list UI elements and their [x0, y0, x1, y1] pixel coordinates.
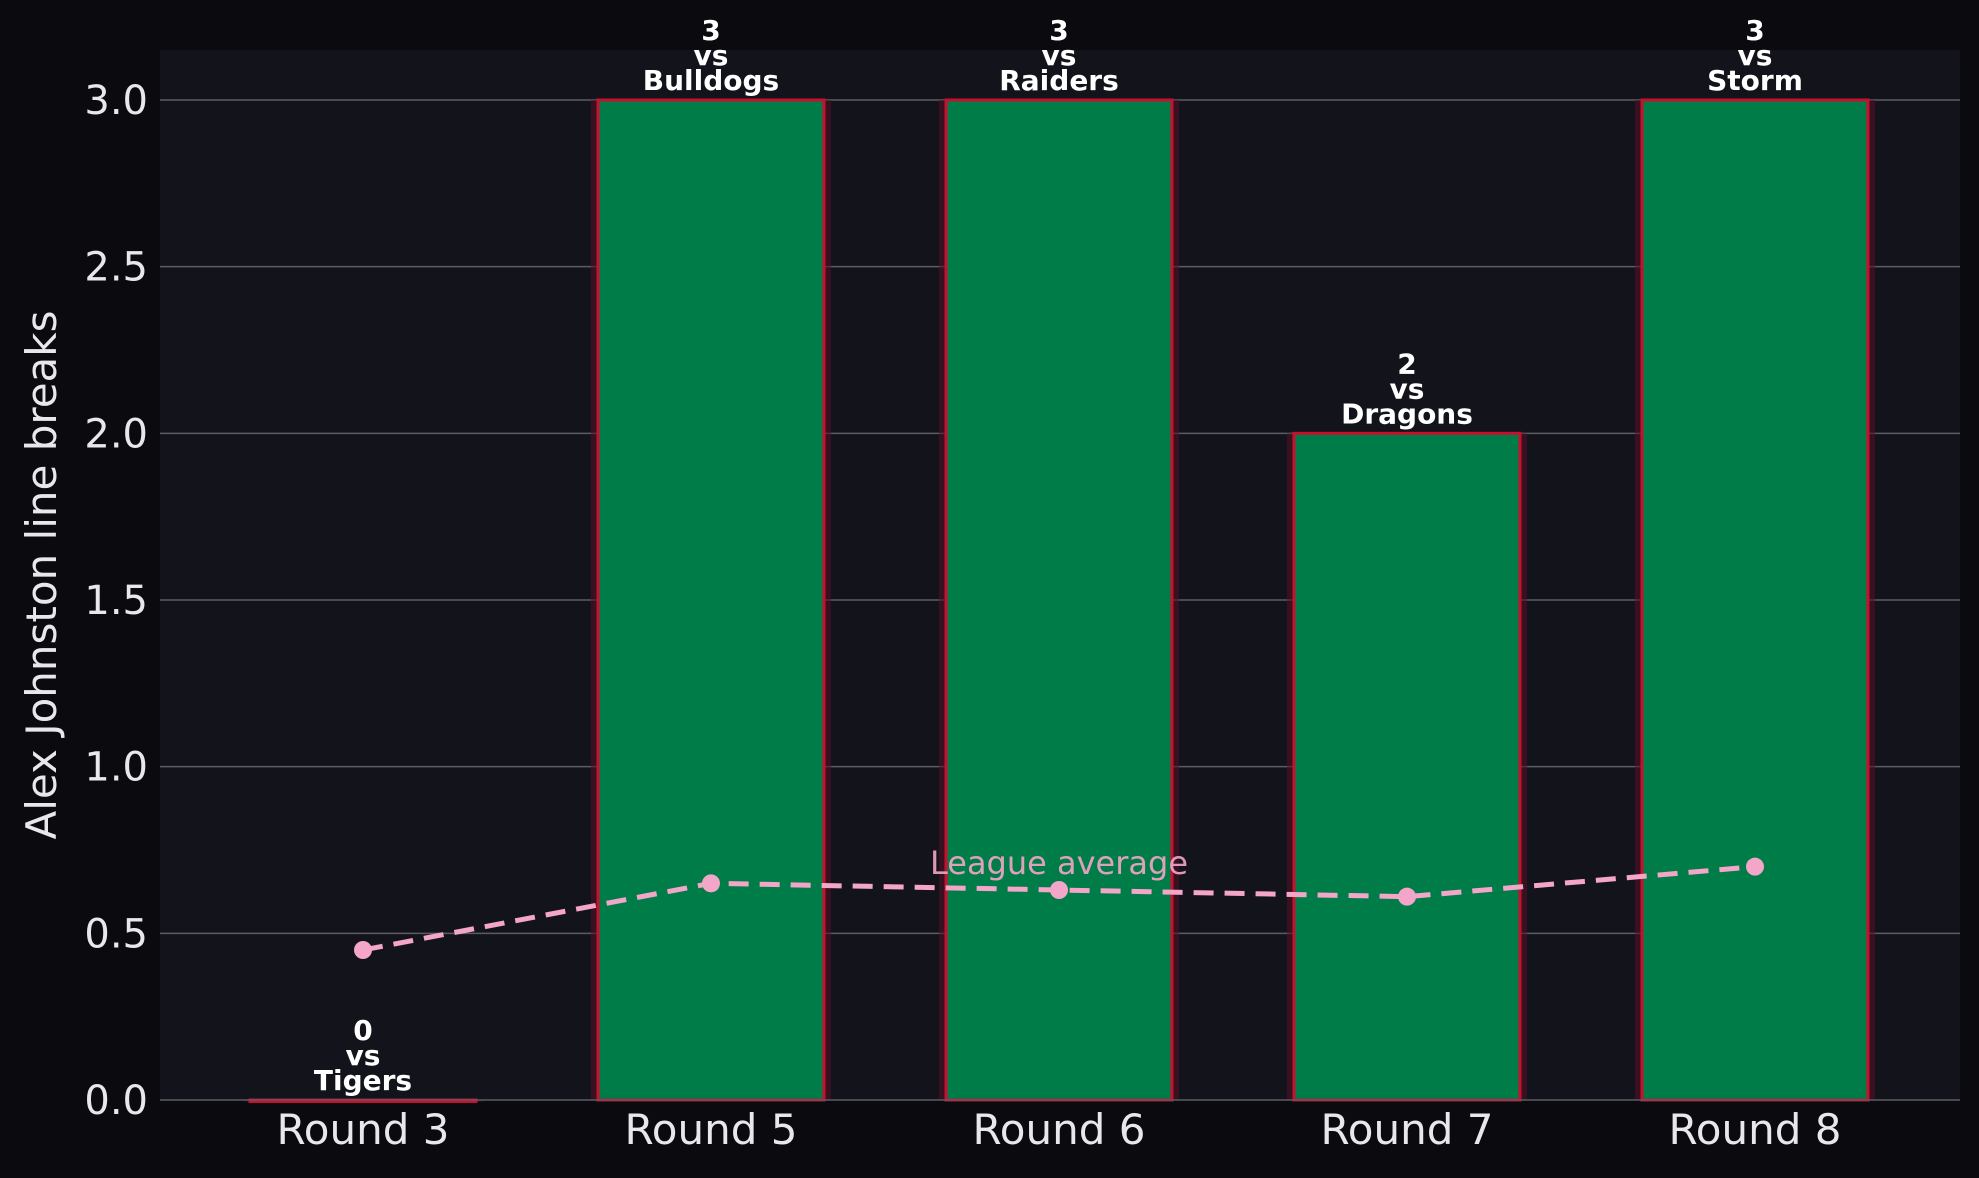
bar-value-label: Tigers	[314, 1064, 412, 1097]
bar-value-label: Bulldogs	[643, 64, 779, 97]
y-tick-label: 3.0	[84, 78, 148, 124]
league-average-line	[362, 864, 1756, 953]
y-tick-label: 1.0	[84, 745, 148, 791]
x-tick-label: Round 7	[1321, 1105, 1494, 1154]
y-axis-ticks: 0.0 0.5 1.0 1.5 2.0 2.5 3.0	[84, 78, 148, 1124]
x-tick-label: Round 8	[1669, 1105, 1842, 1154]
x-tick-label: Round 6	[973, 1105, 1146, 1154]
y-tick-label: 2.5	[84, 245, 148, 291]
league-average-point	[702, 874, 720, 893]
x-tick-label: Round 3	[277, 1105, 450, 1154]
y-tick-label: 0.0	[84, 1078, 148, 1124]
bar-value-label: Storm	[1707, 64, 1803, 97]
y-tick-label: 2.0	[84, 411, 148, 457]
bar-value-label: 0	[353, 1014, 372, 1047]
x-tick-label: Round 5	[625, 1105, 798, 1154]
bar-value-label: 2	[1397, 347, 1416, 380]
bar-value-label: 3	[1745, 14, 1764, 47]
league-average-series: League average	[354, 844, 1764, 959]
bar-value-label: vs	[1390, 372, 1425, 405]
x-axis-ticks: Round 3 Round 5 Round 6 Round 7 Round 8	[277, 1105, 1842, 1154]
league-average-annotation: League average	[930, 844, 1188, 882]
bar-value-label: Raiders	[999, 64, 1119, 97]
y-axis-label: Alex Johnston line breaks	[17, 311, 66, 840]
y-tick-label: 1.5	[84, 578, 148, 624]
league-average-point	[1746, 857, 1764, 876]
bar	[1292, 431, 1522, 1102]
bar	[1640, 98, 1870, 1102]
bar	[596, 98, 826, 1102]
bars	[243, 98, 1875, 1103]
bar-value-label: Dragons	[1341, 397, 1473, 430]
bar-value-labels: Tigersvs0Bulldogsvs3Raidersvs3Dragonsvs2…	[314, 14, 1803, 1097]
bar	[944, 98, 1174, 1102]
bar-value-label: vs	[694, 39, 729, 72]
bar-value-label: vs	[346, 1039, 381, 1072]
bar-value-label: 3	[1049, 14, 1068, 47]
league-average-point	[1050, 881, 1068, 899]
y-tick-label: 0.5	[84, 911, 148, 957]
bar-value-label: 3	[701, 14, 720, 47]
bar-value-label: vs	[1042, 39, 1077, 72]
league-average-point	[1398, 887, 1416, 906]
league-average-point	[354, 941, 372, 959]
bar-value-label: vs	[1738, 39, 1773, 72]
